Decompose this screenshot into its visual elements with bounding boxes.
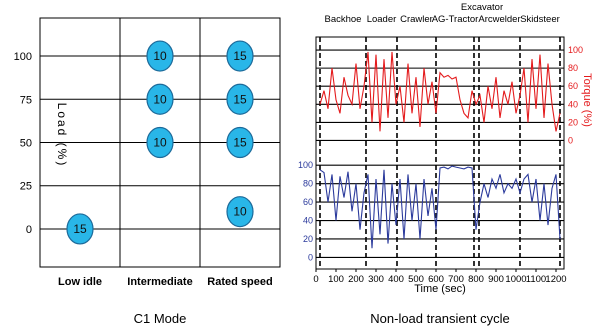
tc-torque-series-line — [319, 51, 561, 132]
tc-x-tick-label: 900 — [488, 274, 504, 285]
c1-bubble: 15 — [226, 126, 254, 159]
c1-y-tick-label: 25 — [20, 181, 32, 193]
c1-bubble-weight: 10 — [153, 49, 167, 63]
c1-bubble: 10 — [146, 83, 174, 115]
c1-bubble-mark — [226, 83, 254, 115]
tc-bottom-y-ticks: 0 20 40 60 80 100 — [298, 160, 313, 262]
c1-y-tick-label: 75 — [20, 94, 32, 106]
tc-segment-markers — [319, 37, 561, 269]
tc-top-y-tick-label: 80 — [568, 63, 578, 73]
tc-x-tick-label: 1100 — [526, 274, 546, 285]
c1-bubbles: 15 10 10 10 15 15 15 10 — [66, 40, 254, 245]
c1-bubble-weight: 10 — [153, 136, 167, 150]
c1-bubble: 10 — [146, 126, 174, 159]
c1-bubble: 10 — [146, 40, 174, 72]
tc-segment-label: Excavator — [461, 2, 503, 13]
transient-cycle-chart: Backhoe Loader CrawlerAG-TractorExcavatorA… — [298, 2, 593, 326]
c1-bubble-weight: 15 — [233, 49, 247, 63]
c1-mode-chart: 0 25 50 75 100 Load (%) Low idle Intermediate… — [14, 17, 281, 326]
tc-speed-series-line — [319, 165, 561, 249]
c1-bubble-weight: 10 — [233, 205, 247, 219]
tc-top-y-tick-label: 100 — [568, 45, 583, 55]
tc-segment-label: Crawler — [400, 14, 433, 25]
c1-y-axis-label: Load (%) — [55, 103, 69, 168]
tc-segment-label: Arcwelder — [478, 14, 520, 25]
tc-segment-label: Backhoe — [325, 14, 362, 25]
tc-x-tick-label: 1200 — [545, 274, 566, 285]
tc-x-tick-label: 200 — [348, 274, 364, 285]
tc-x-tick-label: 700 — [448, 274, 464, 285]
tc-caption: Non-load transient cycle — [370, 311, 509, 326]
c1-bubble: 10 — [226, 196, 254, 228]
c1-bubble: 15 — [226, 40, 254, 72]
tc-x-tick-label: 100 — [328, 274, 344, 285]
tc-top-y-tick-label: 0 — [568, 135, 573, 145]
c1-bubble-mark — [66, 213, 94, 245]
tc-x-ticks: 0 100 200 300 400 500 600 700 800 900 1000 1100 1200 — [313, 269, 567, 285]
tc-segment-label: Skidsteer — [520, 14, 560, 25]
c1-category-labels: Low idle Intermediate Rated speed — [58, 276, 273, 288]
c1-bubble-weight: 15 — [233, 136, 247, 150]
c1-y-tick-label: 100 — [14, 51, 32, 63]
tc-segment-label: Loader — [367, 14, 397, 25]
c1-y-tick-label: 50 — [20, 138, 32, 150]
c1-category-label: Intermediate — [127, 276, 192, 288]
tc-bottom-y-tick-label: 100 — [298, 160, 313, 170]
tc-bottom-y-tick-label: 60 — [303, 197, 313, 207]
tc-bottom-y-tick-label: 40 — [303, 216, 313, 226]
c1-bubble-mark — [226, 40, 254, 72]
c1-bubble-mark — [226, 196, 254, 228]
tc-x-tick-label: 500 — [408, 274, 424, 285]
tc-series — [319, 51, 561, 249]
tc-segment-labels: Backhoe Loader CrawlerAG-TractorExcavatorA… — [325, 2, 560, 25]
c1-bubble-mark — [146, 40, 174, 72]
tc-x-tick-label: 800 — [468, 274, 484, 285]
tc-x-tick-label: 0 — [313, 274, 318, 285]
tc-plot-frame — [315, 36, 565, 270]
tc-bottom-y-tick-label: 80 — [303, 179, 313, 189]
tc-x-axis-label: Time (sec) — [414, 283, 466, 295]
c1-bubble: 15 — [66, 213, 94, 245]
tc-top-y-tick-label: 40 — [568, 99, 578, 109]
c1-bubble-weight: 15 — [233, 92, 247, 106]
tc-x-tick-label: 1000 — [505, 274, 526, 285]
c1-bubble-mark — [226, 126, 254, 159]
tc-segment-label: AG-Tractor — [432, 14, 479, 25]
c1-bubble-mark — [146, 126, 174, 159]
c1-bubble-mark — [146, 83, 174, 115]
tc-top-y-ticks: 0 20 40 60 80 100 — [568, 45, 583, 145]
tc-top-y-tick-label: 60 — [568, 81, 578, 91]
tc-torque-axis-label: Torque (%) — [581, 73, 593, 127]
tc-x-tick-label: 300 — [368, 274, 384, 285]
tc-bottom-y-tick-label: 0 — [308, 252, 313, 262]
c1-category-label: Rated speed — [207, 276, 272, 288]
c1-bubble-weight: 10 — [153, 92, 167, 106]
c1-bubble: 15 — [226, 83, 254, 115]
tc-x-tick-label: 400 — [388, 274, 404, 285]
c1-y-ticks: 0 25 50 75 100 — [14, 51, 32, 236]
c1-category-label: Low idle — [58, 276, 102, 288]
c1-y-tick-label: 0 — [26, 224, 32, 236]
c1-caption: C1 Mode — [134, 311, 187, 326]
tc-bottom-y-tick-label: 20 — [303, 234, 313, 244]
tc-x-tick-label: 600 — [428, 274, 444, 285]
c1-bubble-weight: 15 — [73, 222, 87, 236]
tc-top-y-tick-label: 20 — [568, 117, 578, 127]
